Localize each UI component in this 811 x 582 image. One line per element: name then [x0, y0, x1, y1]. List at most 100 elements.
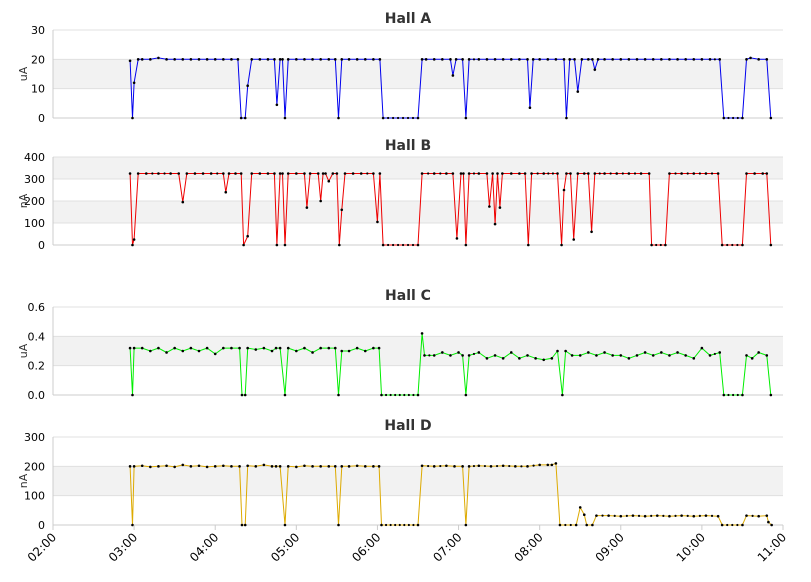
data-point — [157, 56, 160, 60]
data-point — [745, 514, 748, 517]
panel-title: Hall A — [385, 11, 432, 27]
data-point — [493, 222, 497, 226]
data-point — [327, 179, 331, 183]
data-point — [757, 58, 760, 61]
data-point — [286, 346, 290, 350]
x-tick-label: 05:00 — [268, 530, 302, 564]
y-tick-label: 300 — [24, 431, 45, 444]
data-point — [283, 116, 287, 120]
data-point — [639, 172, 643, 175]
data-point — [270, 465, 274, 468]
data-point — [205, 346, 209, 350]
data-point — [396, 116, 400, 120]
data-point — [501, 172, 504, 175]
data-point — [587, 58, 590, 61]
data-point — [387, 116, 390, 120]
data-point — [720, 523, 724, 527]
data-point — [441, 351, 444, 354]
data-point — [262, 346, 266, 350]
data-point — [281, 58, 284, 61]
data-point — [347, 465, 351, 468]
data-point — [213, 465, 217, 468]
data-point — [340, 208, 344, 212]
data-point — [136, 172, 140, 175]
data-point — [157, 172, 160, 175]
data-point — [455, 237, 459, 240]
data-point — [520, 465, 523, 468]
data-point — [355, 346, 359, 350]
data-point — [250, 172, 254, 175]
data-point — [635, 58, 639, 61]
data-point — [197, 464, 201, 468]
data-point — [727, 393, 730, 397]
data-point — [680, 514, 683, 517]
data-point — [569, 523, 572, 527]
data-point — [173, 465, 176, 469]
data-point — [420, 58, 424, 61]
data-point — [376, 220, 379, 224]
x-tick-label: 04:00 — [187, 530, 221, 564]
y-tick-label: 0.6 — [28, 301, 46, 314]
data-point — [316, 172, 320, 175]
data-point — [254, 465, 258, 468]
data-point — [765, 58, 769, 61]
data-point — [189, 346, 193, 350]
data-point — [509, 58, 513, 61]
y-tick-label: 30 — [31, 24, 45, 37]
data-point — [398, 523, 401, 527]
data-point — [464, 523, 468, 527]
data-point — [611, 354, 614, 357]
data-point — [700, 58, 704, 61]
data-point — [674, 514, 677, 518]
data-point — [686, 172, 689, 175]
data-point — [222, 464, 225, 468]
data-point — [432, 58, 436, 61]
data-point — [308, 172, 312, 175]
data-point — [619, 514, 623, 518]
data-point — [278, 172, 282, 175]
data-point — [319, 465, 322, 468]
data-point — [637, 514, 641, 518]
data-point — [128, 465, 132, 468]
data-point — [477, 351, 481, 354]
data-point — [305, 206, 309, 209]
data-point — [140, 346, 144, 350]
data-point — [560, 243, 563, 247]
data-point — [611, 58, 614, 61]
data-point — [246, 234, 249, 238]
data-point — [457, 351, 460, 354]
data-point — [132, 465, 136, 468]
data-point — [412, 393, 415, 397]
data-point — [213, 58, 217, 61]
data-point — [401, 243, 405, 247]
y-axis-label: nA — [17, 193, 30, 208]
data-point — [472, 464, 476, 468]
data-point — [562, 58, 566, 61]
data-point — [534, 357, 537, 360]
data-point — [565, 172, 568, 175]
data-point — [222, 172, 225, 175]
y-tick-label: 0.2 — [28, 360, 46, 373]
data-point — [483, 464, 487, 468]
data-point — [596, 58, 600, 61]
data-point — [732, 116, 735, 120]
data-point — [311, 58, 314, 61]
data-point — [227, 172, 231, 175]
panel-2: 0.0 0.2 0.4 0.6 uA Hall C — [17, 288, 783, 402]
data-point — [538, 58, 541, 61]
data-point — [698, 514, 701, 518]
data-point — [547, 172, 550, 175]
data-point — [377, 346, 381, 350]
data-point — [281, 172, 284, 175]
data-point — [692, 172, 696, 175]
data-point — [769, 243, 773, 247]
data-point — [765, 172, 769, 175]
x-tick-label: 07:00 — [430, 530, 464, 564]
data-point — [676, 351, 679, 354]
data-point — [359, 172, 363, 175]
data-point — [633, 172, 637, 175]
grid-band — [53, 157, 783, 179]
series-points — [128, 332, 773, 397]
data-point — [236, 58, 240, 61]
data-point — [749, 56, 752, 60]
